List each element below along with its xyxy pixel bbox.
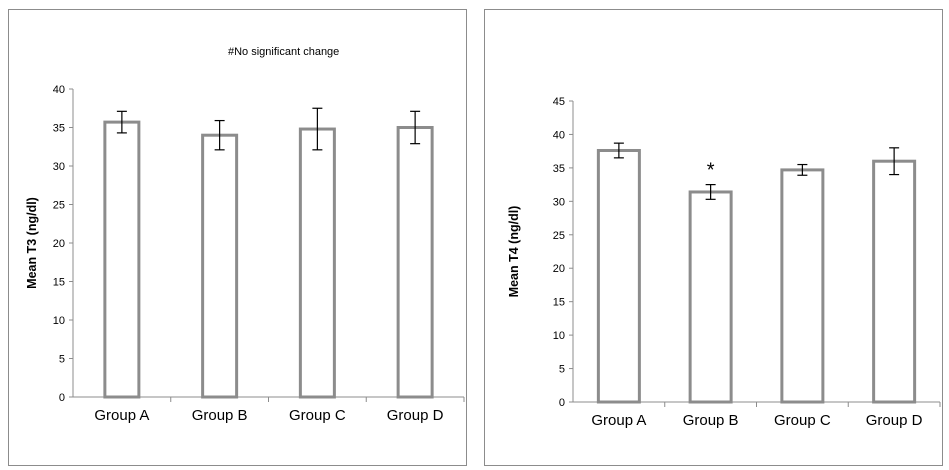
annotation-note: #No significant change [228, 46, 339, 58]
y-tick-label: 15 [53, 277, 65, 289]
chart-panel-t4: 0 5 10 15 20 25 30 35 40 45 Mean T4 (ng/dl) Group A… [484, 9, 943, 466]
x-category-label: Group D [387, 407, 444, 424]
y-tick-label: 40 [553, 129, 565, 141]
y-tick-label: 10 [53, 315, 65, 327]
y-tick-label: 35 [53, 123, 65, 135]
bar-group-a [596, 148, 641, 404]
bar-group-b [201, 133, 239, 399]
y-axis-title: Mean T3 (ng/dl) [25, 197, 39, 289]
y-axis-title: Mean T4 (ng/dl) [507, 206, 521, 298]
x-category-label: Group D [866, 412, 923, 429]
bar-group-b [688, 190, 733, 404]
y-tick-label: 30 [553, 196, 565, 208]
chart-t4: 0 5 10 15 20 25 30 35 40 45 Mean T4 (ng/dl) Group A… [507, 96, 941, 429]
y-tick-label: 30 [53, 161, 65, 173]
y-tick-label: 20 [53, 238, 65, 250]
y-tick-label: 0 [59, 392, 65, 404]
y-tick-label: 45 [553, 96, 565, 108]
x-category-label: Group C [774, 412, 831, 429]
y-tick-label: 0 [559, 397, 565, 409]
bar-group-c [780, 168, 825, 404]
significance-marker: * [707, 160, 715, 182]
y-tick-label: 25 [553, 230, 565, 242]
chart-panel-t3: 0 5 10 15 20 25 30 35 40 Mean T3 (ng/dl) Group A Gr… [8, 9, 467, 466]
x-category-label: Group C [289, 407, 346, 424]
y-tick-label: 5 [59, 354, 65, 366]
x-category-label: Group A [94, 407, 149, 424]
x-category-label: Group B [192, 407, 248, 424]
y-tick-label: 25 [53, 200, 65, 212]
x-category-label: Group A [591, 412, 646, 429]
y-tick-label: 20 [553, 263, 565, 275]
bar-group-c [298, 127, 336, 399]
y-tick-label: 40 [53, 84, 65, 96]
bar-group-d [872, 159, 917, 404]
y-tick-label: 15 [553, 297, 565, 309]
bar-group-a [103, 120, 141, 399]
y-tick-label: 35 [553, 163, 565, 175]
y-tick-label: 10 [553, 330, 565, 342]
y-tick-label: 5 [559, 364, 565, 376]
bar-group-d [396, 126, 434, 399]
x-category-label: Group B [683, 412, 739, 429]
chart-t3: 0 5 10 15 20 25 30 35 40 Mean T3 (ng/dl) Group A Gr… [25, 46, 465, 424]
